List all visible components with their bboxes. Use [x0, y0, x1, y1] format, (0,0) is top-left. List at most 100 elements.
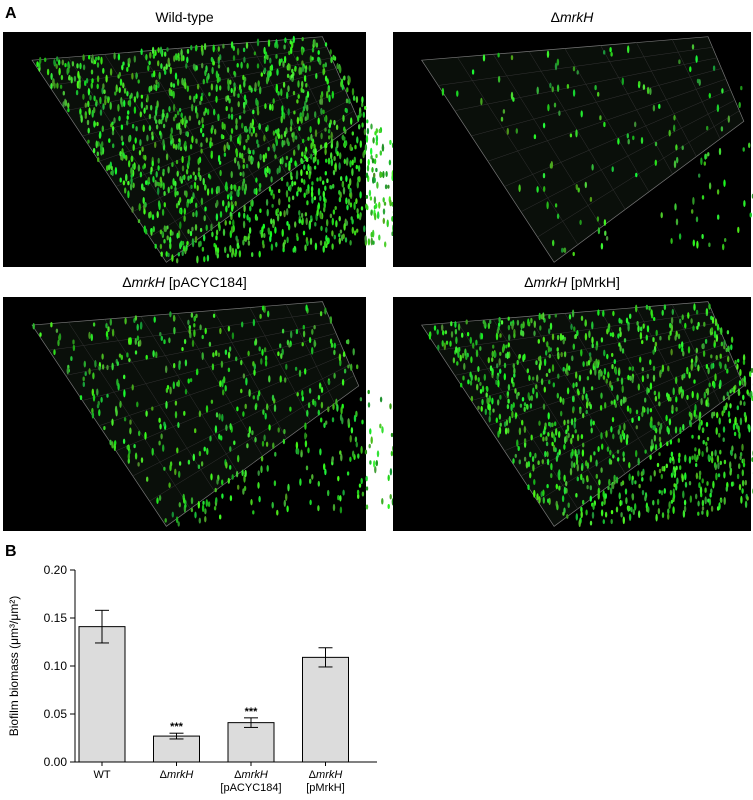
cell: [330, 131, 333, 139]
cell: [111, 362, 114, 371]
cell: [589, 495, 592, 502]
cell: [320, 225, 323, 232]
cell: [696, 325, 699, 330]
cell: [139, 339, 142, 347]
cell: [220, 133, 224, 140]
cell: [254, 338, 258, 346]
cell: [617, 137, 620, 145]
cell: [552, 382, 555, 388]
cell: [238, 152, 242, 159]
cell: [299, 478, 302, 486]
cell: [611, 416, 615, 423]
cell: [737, 390, 741, 396]
cell: [201, 334, 204, 340]
cell: [298, 67, 301, 76]
cell: [658, 436, 662, 443]
cell: [575, 513, 578, 521]
cell: [359, 140, 362, 148]
cell: [703, 321, 706, 327]
cell: [669, 489, 673, 496]
cell: [348, 76, 351, 84]
cell: [268, 168, 271, 175]
cell: [591, 164, 594, 171]
cell: [198, 410, 202, 418]
cell: [695, 414, 698, 419]
cell: [327, 157, 331, 165]
cell: [349, 192, 352, 198]
cell: [247, 432, 250, 438]
cell: [306, 90, 310, 98]
cell: [347, 364, 350, 369]
cell: [233, 184, 236, 190]
cell: [148, 86, 151, 93]
cell: [330, 152, 333, 160]
cell: [192, 63, 196, 70]
image-title: ΔmrkH [pMrkH]: [524, 274, 620, 290]
cell: [288, 165, 291, 171]
cell: [108, 138, 111, 143]
cell: [305, 188, 308, 196]
cell: [553, 102, 557, 108]
cell: [204, 508, 207, 515]
cell: [319, 383, 322, 388]
cell: [296, 99, 299, 104]
cell: [349, 143, 352, 151]
cell: [479, 346, 482, 351]
cell: [593, 360, 596, 367]
cell: [302, 324, 305, 330]
cell: [545, 436, 548, 442]
cell: [277, 132, 281, 140]
cell: [174, 186, 177, 192]
cell: [508, 415, 511, 424]
cell: [151, 134, 154, 141]
cell: [93, 95, 96, 102]
cell: [237, 244, 240, 249]
cell: [125, 173, 128, 181]
cell: [457, 323, 461, 331]
cell: [691, 390, 694, 399]
cell: [718, 417, 721, 425]
cell: [361, 102, 364, 108]
cell: [158, 118, 161, 125]
cell: [597, 309, 600, 316]
cell: [102, 103, 105, 110]
cell: [213, 506, 217, 511]
cell: [523, 438, 527, 444]
cell: [487, 322, 491, 330]
cell: [591, 511, 595, 519]
cell: [718, 502, 721, 510]
cell: [701, 450, 704, 458]
cell: [530, 434, 533, 441]
cell: [346, 204, 349, 211]
grid-overlay: [520, 99, 736, 212]
cell: [730, 336, 734, 343]
cell: [375, 167, 378, 173]
cell: [184, 388, 188, 395]
cell: [253, 51, 257, 56]
cell: [92, 393, 96, 402]
cell: [111, 130, 115, 136]
cell: [237, 93, 240, 99]
cell: [724, 237, 727, 243]
cell: [637, 416, 641, 421]
cell: [704, 496, 707, 505]
cell: [477, 405, 480, 410]
cell: [249, 122, 253, 128]
cell: [695, 355, 698, 364]
cell: [695, 463, 698, 468]
cell: [201, 117, 204, 124]
cell: [629, 313, 632, 319]
cell: [736, 405, 739, 411]
cell: [674, 203, 677, 211]
cell: [250, 87, 253, 93]
x-tick-label: [pMrkH]: [306, 782, 345, 794]
cell: [623, 422, 626, 431]
cell: [539, 433, 543, 438]
cell: [533, 489, 536, 498]
cell: [235, 356, 238, 362]
cell: [365, 475, 368, 482]
cell: [513, 373, 516, 378]
cell: [503, 362, 507, 369]
cell: [375, 153, 378, 159]
cell: [131, 123, 135, 129]
